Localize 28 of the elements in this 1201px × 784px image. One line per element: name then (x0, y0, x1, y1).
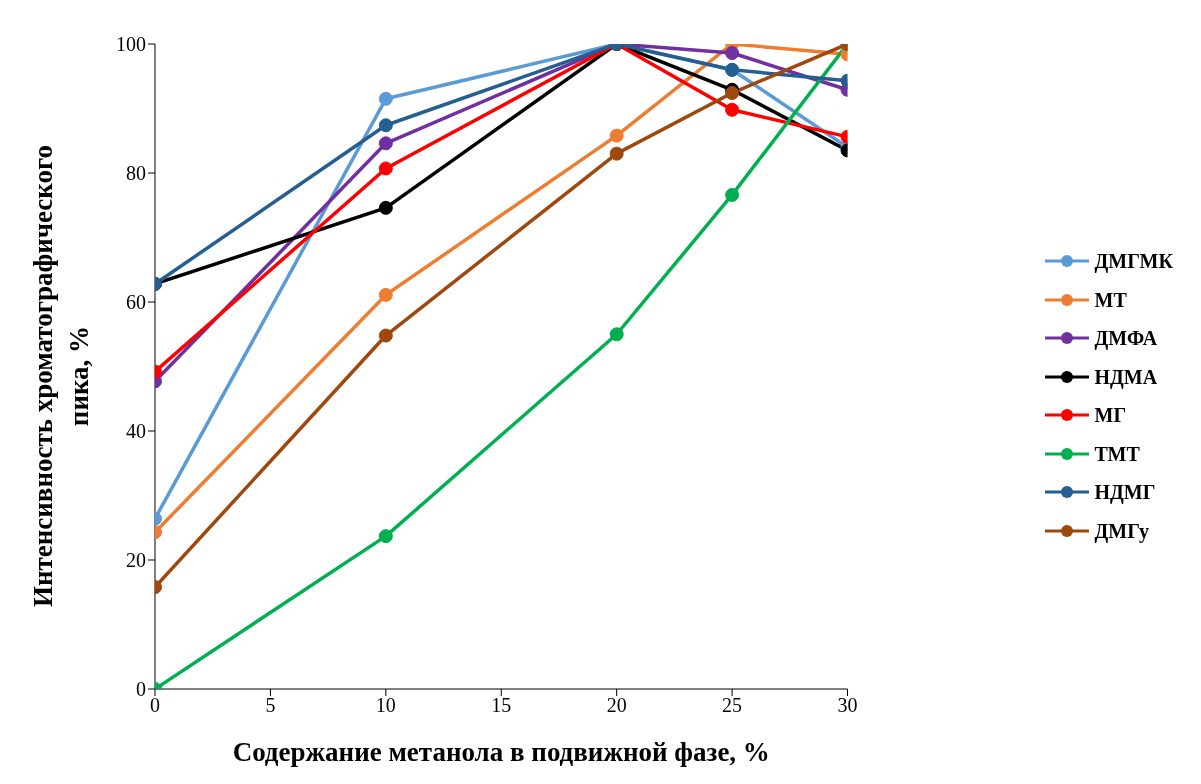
point (378, 529, 393, 544)
x-tick-label: 5 (265, 694, 276, 717)
x-axis-title: Содержание метанола в подвижной фазе, % (232, 737, 770, 767)
legend-label: ДМФА (1094, 326, 1158, 352)
y-tick-label: 40 (126, 420, 146, 443)
legend-label: НДМА (1094, 364, 1158, 391)
point (609, 146, 624, 161)
legend-label: ДМГМК (1094, 249, 1173, 275)
x-tick-label: 20 (606, 694, 627, 717)
y-axis-title: Интенсивность хроматографического пика, % (27, 143, 95, 609)
y-tick-label: 60 (126, 291, 146, 314)
x-tick-label: 0 (150, 694, 160, 717)
legend-label: МГ (1094, 403, 1127, 428)
legend-label: МТ (1094, 287, 1127, 313)
y-tick-label: 20 (126, 549, 146, 572)
legend-label: ДМГу (1094, 518, 1150, 545)
point (609, 327, 624, 342)
legend-label: ТМТ (1094, 441, 1140, 467)
x-tick-label: 25 (722, 694, 743, 717)
y-tick-label: 0 (136, 678, 146, 701)
y-tick-label: 80 (126, 162, 146, 185)
point (378, 328, 393, 343)
legend-label: НДМГ (1094, 480, 1156, 506)
x-tick-label: 30 (837, 694, 858, 717)
point (378, 200, 393, 215)
y-tick-label: 100 (116, 33, 146, 56)
x-tick-label: 10 (375, 694, 396, 717)
x-tick-label: 15 (491, 694, 512, 717)
